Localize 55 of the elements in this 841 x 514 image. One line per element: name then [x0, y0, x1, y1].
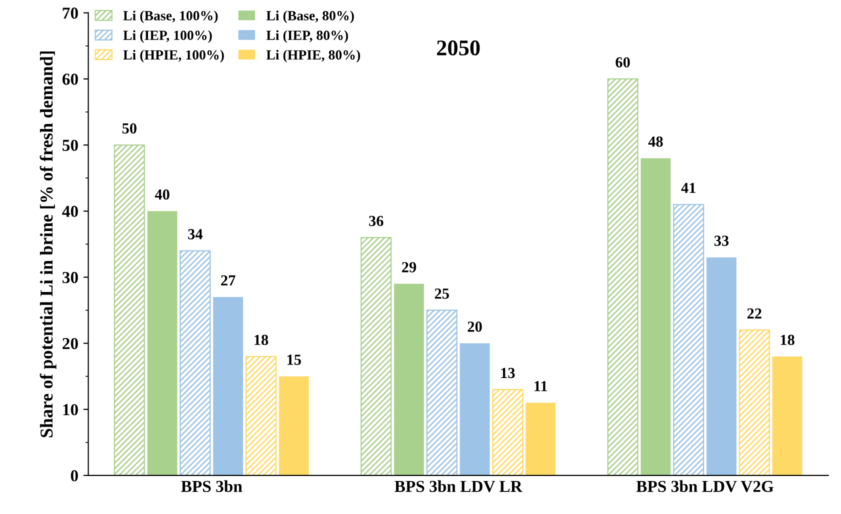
y-axis-title: Share of potential Li in brine [% of fresh demand] — [40, 51, 56, 438]
y-tick-label: 40 — [62, 206, 78, 218]
bar — [394, 284, 424, 476]
y-tick-label: 0 — [70, 470, 78, 482]
data-label: 18 — [254, 334, 268, 346]
bar — [640, 158, 671, 476]
legend-label: Li (IEP, 100%) — [123, 30, 212, 43]
data-label: 33 — [714, 236, 729, 246]
x-tick-label: BPS 3bn LDV LR — [394, 480, 522, 492]
text: 2050 — [437, 40, 480, 56]
bar — [738, 330, 770, 476]
data-label: 18 — [780, 334, 794, 346]
legend-label: Li (HPIE, 100%) — [123, 50, 224, 62]
x-tick-label: BPS 3bn LDV V2G — [636, 480, 774, 492]
y-tick-label: 30 — [62, 272, 78, 284]
bar — [114, 144, 145, 476]
legend-label: Li (IEP, 80%) — [266, 30, 348, 43]
bar — [607, 78, 638, 476]
x-tick-label: BPS 3bn — [181, 480, 242, 492]
bar — [426, 310, 458, 476]
legend-label: Li (Base, 100%) — [123, 10, 218, 24]
legend-label: Li (Base, 80%) — [266, 10, 354, 24]
data-label: 13 — [501, 368, 515, 378]
y-tick-label: 50 — [62, 140, 78, 151]
data-label: 50 — [122, 123, 136, 134]
bar — [673, 204, 704, 476]
data-label: 36 — [369, 216, 384, 226]
data-label: 15 — [287, 354, 301, 365]
data-label: 20 — [468, 322, 482, 332]
bar — [706, 257, 736, 476]
bar — [213, 297, 244, 476]
data-label: 27 — [221, 275, 236, 286]
data-label: 34 — [188, 229, 203, 240]
y-tick-label: 60 — [62, 74, 78, 85]
bar — [245, 356, 277, 476]
bar — [180, 250, 211, 476]
bar — [147, 211, 178, 476]
bar — [772, 356, 802, 476]
bar — [526, 402, 556, 476]
data-label: 11 — [534, 381, 548, 392]
data-label: 22 — [747, 308, 762, 318]
data-label: 48 — [648, 136, 663, 147]
bar — [460, 343, 490, 476]
bar — [278, 376, 309, 476]
y-tick-label: 20 — [62, 338, 78, 350]
data-label: 41 — [681, 182, 696, 193]
bar — [492, 388, 524, 476]
y-tick-label: 10 — [63, 404, 78, 416]
data-label: 40 — [154, 189, 170, 200]
data-label: 60 — [616, 57, 630, 68]
data-label: 29 — [402, 262, 416, 272]
data-label: 25 — [434, 288, 449, 299]
y-tick-label: 70 — [62, 8, 78, 19]
legend-label: Li (HPIE, 80%) — [266, 50, 360, 62]
bar — [360, 236, 392, 476]
